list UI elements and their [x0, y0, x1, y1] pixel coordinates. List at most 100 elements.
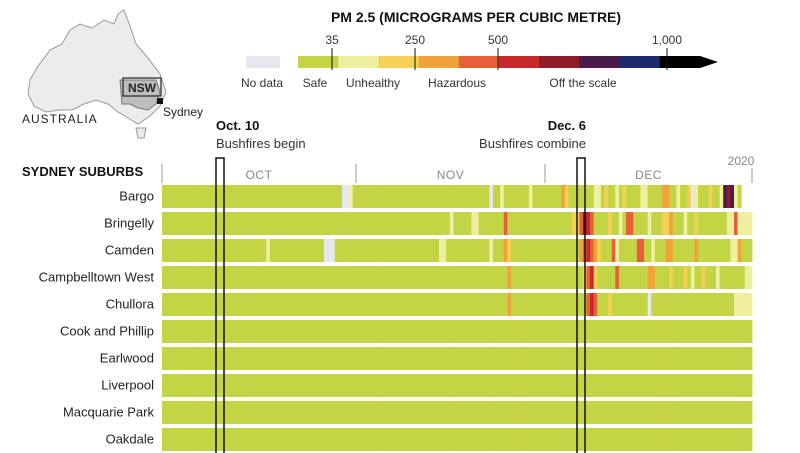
year-label: 2020	[728, 154, 755, 168]
heatmap-cell	[737, 320, 742, 343]
heatmap-cell	[636, 185, 641, 208]
heatmap-cell	[341, 212, 346, 235]
heatmap-cell	[561, 347, 566, 370]
heatmap-cell	[687, 239, 692, 262]
heatmap-cell	[399, 428, 404, 451]
heatmap-cell	[676, 428, 681, 451]
oct10-marker	[215, 157, 225, 453]
heatmap-cell	[489, 212, 494, 235]
heatmap-cell	[208, 239, 213, 262]
heatmap-cell	[190, 401, 195, 424]
inset-map: NSW Sydney AUSTRALIA	[22, 9, 203, 139]
heatmap-cell	[622, 266, 627, 289]
heatmap-cell	[680, 320, 685, 343]
heatmap-cell	[712, 374, 717, 397]
heatmap-cell	[208, 266, 213, 289]
heatmap-cell	[406, 320, 411, 343]
heatmap-cell	[457, 428, 461, 451]
heatmap-cell	[183, 374, 188, 397]
heatmap-cell	[305, 374, 310, 397]
heatmap-cell	[593, 320, 598, 343]
heatmap-cell	[453, 374, 458, 397]
heatmap-cell	[320, 347, 325, 370]
heatmap-cell	[370, 212, 375, 235]
heatmap-cell	[579, 293, 584, 316]
heatmap-cell	[550, 347, 555, 370]
heatmap-cell	[237, 374, 242, 397]
heatmap-cell	[633, 239, 638, 262]
heatmap-cell	[586, 239, 591, 262]
heatmap-cell	[233, 320, 238, 343]
heatmap-cell	[485, 347, 490, 370]
heatmap-cell	[741, 320, 746, 343]
heatmap-cell	[698, 374, 703, 397]
heatmap-cell	[464, 239, 469, 262]
heatmap-cell	[734, 266, 739, 289]
heatmap-cell	[539, 428, 544, 451]
heatmap-cell	[417, 239, 422, 262]
heatmap-cell	[694, 428, 699, 451]
heatmap-cell	[554, 320, 559, 343]
heatmap-cell	[474, 185, 479, 208]
heatmap-cell	[460, 347, 465, 370]
heatmap-cell	[611, 212, 616, 235]
heatmap-cell	[492, 374, 497, 397]
heatmap-cell	[723, 320, 728, 343]
heatmap-cell	[694, 374, 699, 397]
heatmap-cell	[633, 266, 638, 289]
heatmap-cell	[507, 347, 512, 370]
heatmap-cell	[546, 347, 551, 370]
heatmap-cell	[162, 212, 166, 235]
heatmap-cell	[205, 374, 210, 397]
heatmap-cell	[233, 374, 238, 397]
heatmap-cell	[284, 293, 289, 316]
legend-arrowhead	[700, 56, 718, 68]
heatmap-cell	[334, 320, 339, 343]
heatmap-cell	[424, 401, 429, 424]
heatmap-cell	[259, 374, 264, 397]
heatmap-cell	[233, 347, 238, 370]
heatmap-cell	[399, 401, 404, 424]
heatmap-cell	[741, 401, 746, 424]
heatmap-cell	[421, 266, 426, 289]
heatmap-cell	[712, 320, 717, 343]
annotation-dec6-text: Bushfires combine	[479, 136, 586, 151]
heatmap-cell	[507, 374, 512, 397]
heatmap-cell	[309, 428, 314, 451]
heatmap-cell	[449, 293, 454, 316]
heatmap-cell	[741, 428, 746, 451]
heatmap-cell	[618, 266, 623, 289]
heatmap-cell	[734, 239, 739, 262]
heatmap-cell	[521, 320, 526, 343]
heatmap-cell	[338, 185, 343, 208]
heatmap-cell	[654, 293, 659, 316]
heatmap-cell	[737, 185, 742, 208]
heatmap-cell	[201, 320, 206, 343]
heatmap-cell	[406, 266, 411, 289]
heatmap-cell	[205, 401, 210, 424]
heatmap-cell	[410, 401, 415, 424]
heatmap-cell	[284, 347, 289, 370]
heatmap-cell	[395, 293, 400, 316]
heatmap-cell	[359, 185, 364, 208]
heatmap-cell	[410, 374, 415, 397]
heatmap-cell	[579, 212, 584, 235]
heatmap-cell	[597, 212, 602, 235]
heatmap-cell	[251, 293, 256, 316]
heatmap-cell	[564, 212, 569, 235]
heatmap-cell	[190, 428, 195, 451]
heatmap-cell	[622, 212, 627, 235]
annotation-dec6-date: Dec. 6	[548, 118, 586, 133]
heatmap-cell	[496, 293, 501, 316]
heatmap-cell	[388, 347, 393, 370]
heatmap-cell	[568, 401, 573, 424]
heatmap-cell	[190, 239, 195, 262]
heatmap-cell	[636, 239, 641, 262]
heatmap-cell	[219, 212, 224, 235]
heatmap-cell	[719, 293, 724, 316]
heatmap-cell	[255, 428, 260, 451]
heatmap-cell	[305, 401, 310, 424]
heatmap-cell	[194, 239, 199, 262]
heatmap-cell	[705, 320, 710, 343]
